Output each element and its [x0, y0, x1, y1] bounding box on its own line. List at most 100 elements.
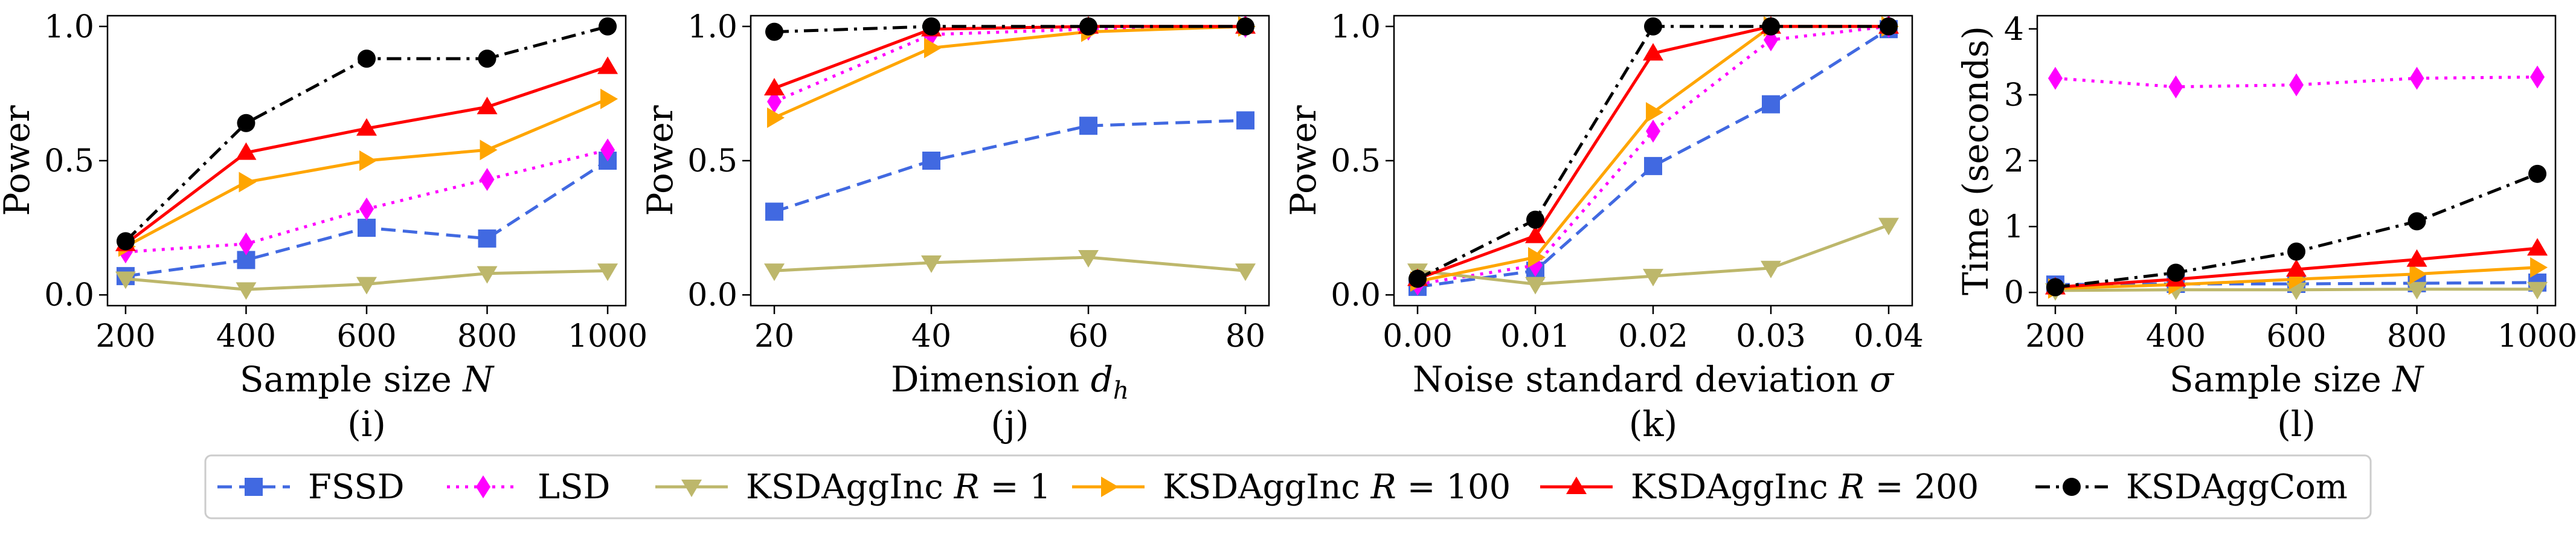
y-tick-label: 0.0: [44, 277, 94, 313]
x-tick-label: 200: [95, 318, 155, 355]
series-line-ksdagginc_r200: [774, 25, 1245, 90]
data-point-fssd: [478, 229, 496, 248]
series-line-lsd: [774, 25, 1246, 103]
data-point-fssd: [1762, 95, 1780, 114]
data-point-lsd: [600, 138, 615, 162]
y-tick-label: 0.5: [44, 143, 94, 179]
x-tick-label: 1000: [2497, 318, 2576, 355]
legend-label-ksdagginc_r100: KSDAggInc R = 100: [1163, 468, 1511, 507]
legend-marker-ksdaggcom: [2063, 478, 2081, 496]
x-tick-label: 600: [2266, 318, 2326, 355]
series-line-ksdaggcom: [1416, 25, 1889, 280]
data-point-ksdagginc_r200: [2406, 249, 2427, 267]
x-tick-label: 0.02: [1618, 318, 1688, 355]
x-tick-label: 0.01: [1500, 318, 1570, 355]
y-axis-label: Power: [640, 105, 681, 216]
x-axis-label: Dimension dh: [891, 359, 1129, 405]
x-tick-label: 1000: [568, 318, 647, 355]
data-point-ksdagginc_r200: [597, 56, 618, 74]
legend-label-ksdagginc_r1: KSDAggInc R = 1: [746, 468, 1051, 507]
data-point-ksdagginc_r200: [477, 97, 498, 115]
subplot-k: 0.00 0.01 0.02 0.03 0.04 0.0 0.5 1.0 Noise stand…: [1283, 9, 1924, 445]
subplot-caption: (i): [347, 403, 386, 445]
data-point-ksdaggcom: [116, 232, 135, 251]
legend-entry-fssd: FSSD: [217, 468, 405, 507]
data-point-ksdagginc_r1: [1761, 260, 1781, 278]
y-tick-label: 1.0: [1331, 9, 1381, 45]
data-point-ksdagginc_r1: [1643, 269, 1663, 287]
data-point-fssd: [1236, 111, 1254, 130]
data-point-ksdagginc_r200: [1525, 225, 1546, 243]
x-tick-label: 800: [457, 318, 517, 355]
data-point-lsd: [239, 232, 254, 256]
legend-entry-ksdagginc_r100: KSDAggInc R = 100: [1072, 468, 1511, 507]
series-line-ksdagginc_r1: [774, 256, 1246, 272]
x-tick-label: 20: [754, 318, 794, 355]
axes-frame: [750, 14, 1270, 307]
data-point-ksdagginc_r100: [924, 37, 942, 59]
subplot-caption: (j): [991, 403, 1029, 445]
legend-entry-ksdagginc_r200: KSDAggInc R = 200: [1540, 468, 1979, 507]
data-point-ksdaggcom: [922, 17, 940, 36]
data-point-ksdagginc_r100: [767, 107, 785, 128]
subplot-caption: (k): [1629, 403, 1677, 445]
data-point-lsd: [359, 198, 374, 220]
data-point-lsd: [767, 90, 782, 114]
subplot-caption: (l): [2277, 403, 2316, 445]
data-point-ksdaggcom: [1236, 17, 1254, 36]
data-point-ksdagginc_r1: [1525, 277, 1546, 295]
data-point-ksdaggcom: [2528, 164, 2547, 183]
y-tick-label: 2: [2004, 143, 2024, 179]
x-tick-label: 0.04: [1854, 318, 1924, 355]
data-point-ksdagginc_r100: [239, 172, 257, 193]
legend-box: [204, 454, 2372, 519]
data-point-ksdagginc_r100: [2530, 257, 2548, 278]
legend-label-ksdagginc_r200: KSDAggInc R = 200: [1631, 468, 1979, 507]
legend-marker-ksdagginc_r1: [681, 480, 702, 497]
legend-entry-lsd: LSD: [447, 468, 610, 507]
legend-marker-ksdagginc_r200: [1566, 477, 1587, 494]
data-point-ksdagginc_r100: [1646, 102, 1663, 123]
legend-label-lsd: LSD: [538, 468, 610, 507]
data-point-ksdagginc_r1: [1078, 250, 1099, 268]
x-tick-label: 0.03: [1736, 318, 1806, 355]
x-tick-label: 80: [1225, 318, 1265, 355]
data-point-ksdaggcom: [1408, 269, 1427, 288]
series-line-fssd: [1417, 28, 1890, 289]
data-point-ksdagginc_r200: [236, 142, 257, 160]
y-tick-label: 0.5: [687, 143, 737, 179]
data-point-fssd: [358, 219, 376, 237]
legend-entry-ksdagginc_r1: KSDAggInc R = 1: [655, 468, 1051, 507]
x-tick-label: 200: [2025, 318, 2085, 355]
data-point-ksdaggcom: [358, 50, 376, 68]
data-point-ksdaggcom: [478, 50, 496, 68]
data-point-ksdaggcom: [1644, 17, 1662, 36]
series-line-fssd: [774, 118, 1246, 213]
series-line-ksdagginc_r100: [773, 25, 1246, 120]
data-point-ksdaggcom: [2287, 242, 2305, 261]
data-point-fssd: [1644, 156, 1662, 175]
legend-marker-lsd: [476, 475, 490, 498]
x-axis-label: Noise standard deviation σ: [1413, 359, 1895, 400]
x-tick-label: 400: [216, 318, 276, 355]
data-point-lsd: [2168, 75, 2183, 98]
data-point-lsd: [2409, 66, 2424, 90]
series-line-lsd: [1417, 25, 1889, 286]
data-point-fssd: [922, 152, 940, 170]
y-tick-label: 0.5: [1331, 143, 1381, 179]
data-point-ksdagginc_r1: [921, 255, 942, 273]
data-point-ksdagginc_r200: [2286, 259, 2307, 277]
data-point-ksdagginc_r100: [2409, 263, 2427, 284]
legend-marker-fssd: [245, 478, 263, 496]
data-point-ksdagginc_r1: [236, 282, 257, 300]
subplot-l: 200 400 600 800 1000 0 1 2 3 4 Sample size N Time (…: [1955, 11, 2576, 445]
data-point-ksdagginc_r1: [2406, 281, 2427, 300]
y-tick-label: 1.0: [687, 9, 737, 45]
data-point-lsd: [2048, 66, 2063, 90]
data-point-ksdagginc_r1: [597, 263, 618, 281]
legend-label-ksdaggcom: KSDAggCom: [2126, 468, 2348, 507]
data-point-ksdaggcom: [2166, 263, 2185, 282]
data-point-ksdagginc_r1: [764, 263, 785, 281]
